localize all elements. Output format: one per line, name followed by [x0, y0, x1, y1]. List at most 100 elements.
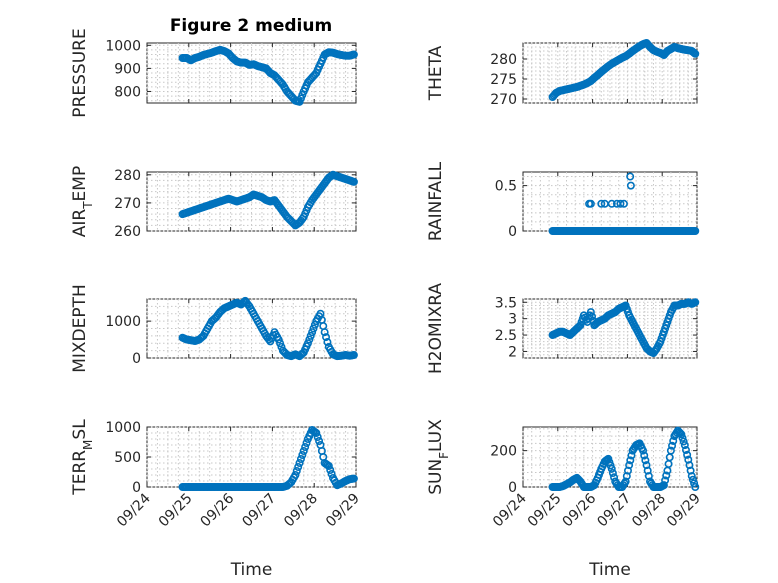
data-point — [296, 350, 305, 359]
data-point — [319, 452, 328, 461]
data-point — [284, 214, 293, 223]
data-point — [309, 324, 318, 333]
data-point — [302, 342, 311, 351]
data-point — [348, 474, 357, 483]
data-point — [620, 479, 629, 488]
data-point — [189, 336, 198, 345]
y-tick-label: 270 — [114, 196, 141, 212]
data-point — [662, 471, 671, 480]
y-tick-label: 275 — [490, 72, 517, 88]
x-axis-label: Time — [230, 560, 273, 580]
data-point — [196, 334, 205, 343]
x-tick-label: 09/24 — [114, 490, 154, 530]
y-tick-label: 280 — [114, 168, 141, 184]
y-axis-label: H2OMIXRA — [426, 283, 446, 374]
data-point — [683, 450, 692, 459]
data-point — [310, 320, 319, 329]
x-axis-label: Time — [588, 560, 631, 580]
data-point — [616, 199, 625, 208]
data-point — [319, 322, 328, 331]
x-tick-label: 09/24 — [490, 490, 530, 530]
y-axis-label: AIRTEMP — [70, 166, 95, 237]
data-point — [690, 479, 699, 488]
panel-h2omixra: 22.533.5 H2OMIXRA — [426, 283, 700, 374]
data-points — [548, 426, 700, 491]
data-point — [299, 446, 308, 455]
data-point — [294, 462, 303, 471]
data-point — [348, 177, 357, 186]
y-tick-label: 3.5 — [495, 295, 517, 311]
y-tick-label: 500 — [114, 450, 141, 466]
x-tick-label: 09/26 — [560, 490, 600, 530]
data-point — [271, 72, 280, 81]
data-point — [301, 442, 310, 451]
data-point — [308, 328, 317, 337]
data-point — [627, 451, 636, 460]
data-points — [178, 296, 358, 361]
x-tick-label: 09/29 — [664, 491, 704, 531]
data-point — [302, 438, 311, 447]
data-point — [637, 444, 646, 453]
data-point — [658, 331, 667, 340]
data-point — [315, 436, 324, 445]
data-point — [292, 466, 301, 475]
data-point — [690, 227, 699, 236]
data-point — [276, 77, 285, 86]
data-point — [688, 475, 697, 484]
data-point — [623, 466, 632, 475]
y-tick-label: 0 — [508, 480, 517, 496]
panel-theta: 270 275 280 THETA — [426, 38, 700, 108]
y-tick-label: 280 — [490, 52, 517, 68]
data-point — [626, 172, 635, 181]
data-point — [640, 451, 649, 460]
data-point — [588, 312, 597, 321]
x-tick-label: 09/28 — [629, 491, 669, 531]
data-points — [548, 172, 700, 236]
data-points — [548, 298, 700, 358]
data-point — [214, 46, 223, 55]
data-point — [690, 48, 699, 57]
data-point — [661, 476, 670, 485]
data-point — [678, 433, 687, 442]
data-points — [548, 38, 700, 102]
y-tick-label: 0 — [132, 480, 141, 496]
y-axis-label: TERRMSL — [70, 419, 95, 496]
data-point — [305, 76, 314, 85]
data-point — [327, 469, 336, 478]
data-point — [597, 199, 606, 208]
data-point — [284, 480, 293, 489]
data-point — [309, 72, 318, 81]
y-tick-label: 2.5 — [495, 328, 517, 344]
data-point — [606, 461, 615, 470]
panel-air-temp: 260 270 280 AIRTEMP — [70, 166, 358, 240]
data-points — [178, 170, 358, 230]
data-point — [619, 199, 628, 208]
data-point — [586, 199, 595, 208]
figure-title: Figure 2 medium — [170, 16, 332, 36]
y-tick-label: 800 — [114, 84, 141, 100]
data-point — [574, 323, 583, 332]
data-point — [607, 199, 616, 208]
panel-terr-msl: 0 500 1000 09/24 09/25 09/26 09/27 09/28 09/29 TE… — [70, 419, 363, 580]
x-tick-label: 09/27 — [239, 491, 279, 531]
x-tick-label: 09/29 — [323, 491, 363, 531]
data-point — [323, 338, 332, 347]
y-tick-label: 1000 — [105, 314, 141, 330]
y-tick-label: 1000 — [105, 420, 141, 436]
y-tick-label: 200 — [490, 444, 517, 460]
y-tick-label: 0.5 — [495, 179, 517, 195]
data-point — [296, 454, 305, 463]
x-tick-label: 09/27 — [594, 491, 634, 531]
data-point — [225, 50, 234, 59]
data-point — [679, 437, 688, 446]
data-point — [322, 333, 331, 342]
y-axis-label: THETA — [426, 45, 446, 101]
data-point — [298, 90, 307, 99]
data-point — [690, 298, 699, 307]
data-point — [641, 456, 650, 465]
data-point — [668, 441, 677, 450]
data-point — [608, 469, 617, 478]
data-point — [686, 466, 695, 475]
data-point — [306, 331, 315, 340]
y-axis-label: RAINFALL — [426, 161, 446, 241]
